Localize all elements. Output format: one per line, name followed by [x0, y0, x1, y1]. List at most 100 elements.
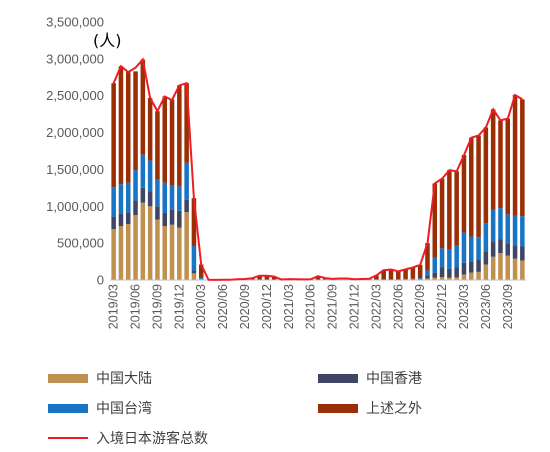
- legend-item: 中国台湾: [48, 400, 152, 417]
- bar-segment: [520, 260, 525, 280]
- y-tick-label: 3,000,000: [46, 51, 104, 66]
- bar-segment: [111, 83, 116, 188]
- x-tick-label: 2021/12: [347, 284, 361, 329]
- bar-segment: [417, 278, 423, 280]
- legend-label: 中国大陆: [96, 371, 152, 387]
- x-tick-label: 2023/09: [501, 284, 515, 329]
- bar-segment: [454, 245, 459, 268]
- bar-segment: [125, 223, 131, 280]
- legend-swatch: [318, 404, 358, 413]
- bar-segment: [520, 216, 525, 247]
- bar-segment: [476, 135, 481, 238]
- bar-segment: [512, 94, 518, 216]
- bar-segment: [191, 273, 197, 280]
- y-tick-label: 1,500,000: [46, 162, 104, 177]
- bar-segment: [147, 97, 153, 161]
- bar-segment: [425, 275, 430, 279]
- bar-segment: [118, 226, 124, 280]
- bar-segment: [512, 258, 518, 280]
- bar-segment: [133, 170, 138, 201]
- bar-segment: [432, 257, 438, 273]
- bar-segment: [483, 264, 489, 280]
- bar-segment: [469, 137, 474, 237]
- bar-segment: [118, 213, 124, 227]
- bar-segment: [490, 109, 496, 210]
- bar-segment: [447, 268, 452, 278]
- bar-segment: [454, 267, 459, 278]
- bar-segment: [169, 209, 175, 225]
- bar-segment: [461, 262, 467, 275]
- bar-segment: [439, 277, 445, 280]
- bar-segment: [118, 184, 124, 214]
- y-tick-label: 2,000,000: [46, 125, 104, 140]
- bar-segment: [133, 215, 138, 280]
- bar-segment: [505, 118, 511, 215]
- bar-segment: [454, 171, 459, 246]
- bar-segment: [177, 227, 182, 280]
- y-axis: 0 500,000 1,000,000 1,500,000 2,000,000 2,500…: [46, 15, 104, 288]
- bar-segment: [512, 245, 518, 259]
- bar-segment: [425, 278, 430, 280]
- bar-segment: [169, 224, 175, 280]
- bar-segment: [520, 99, 525, 217]
- bar-segment: [439, 267, 445, 278]
- bar-segment: [125, 72, 131, 183]
- bar-segment: [198, 277, 204, 280]
- x-tick-label: 2019/06: [129, 284, 143, 329]
- x-tick-label: 2022/12: [435, 284, 449, 329]
- x-tick-label: 2021/06: [304, 284, 318, 329]
- y-tick-label: 2,500,000: [46, 88, 104, 103]
- bar-segment: [505, 214, 511, 244]
- bar-segment: [133, 71, 138, 171]
- x-tick-label: 2021/03: [282, 284, 296, 329]
- legend-swatch: [48, 404, 88, 413]
- bar-segment: [155, 111, 160, 180]
- bar-segment: [490, 209, 496, 243]
- legend-label: 上述之外: [366, 401, 422, 417]
- bar-segment: [432, 183, 438, 258]
- bar-segment: [162, 226, 167, 280]
- bar-segment: [155, 206, 160, 220]
- bar-segment: [417, 264, 423, 279]
- bar-segment: [410, 278, 416, 280]
- legend-item: 入境日本游客总数: [48, 430, 208, 447]
- bar-segment: [498, 208, 503, 240]
- bar-segment: [498, 120, 503, 209]
- bar-segment: [490, 256, 496, 280]
- bar-segment: [469, 272, 474, 280]
- bar-segment: [140, 202, 146, 280]
- bar-segment: [447, 170, 452, 250]
- y-tick-label: 500,000: [57, 236, 104, 251]
- x-tick-label: 2020/06: [216, 284, 230, 329]
- bar-segment: [447, 277, 452, 280]
- bar-segment: [184, 212, 189, 280]
- bar-segment: [476, 237, 481, 260]
- x-tick-label: 2022/03: [369, 284, 383, 329]
- bar-segment: [191, 246, 197, 271]
- bar-segment: [125, 182, 131, 213]
- y-tick-label: 0: [97, 273, 104, 288]
- total-line: [112, 57, 523, 281]
- bar-segment: [147, 206, 153, 280]
- bar-segment: [476, 259, 481, 272]
- bar-segment: [147, 191, 153, 207]
- bar-segment: [184, 162, 189, 200]
- bar-segment: [461, 155, 467, 233]
- x-tick-label: 2023/03: [457, 284, 471, 329]
- bar-segment: [425, 243, 430, 271]
- x-tick-label: 2023/06: [479, 284, 493, 329]
- bar-segment: [133, 200, 138, 216]
- bar-segment: [512, 215, 518, 246]
- bar-segment: [271, 276, 277, 280]
- x-tick-label: 2020/09: [238, 284, 252, 329]
- x-axis: 2019/03 2019/06 2019/09 2019/12 2020/03 2020/…: [107, 284, 515, 329]
- bar-segment: [483, 223, 489, 252]
- legend-swatch: [48, 374, 88, 383]
- bar-segment: [520, 246, 525, 261]
- bar-segment: [483, 251, 489, 265]
- bar-segment: [140, 154, 146, 188]
- bar-segment: [155, 219, 160, 280]
- bar-segment: [315, 276, 321, 280]
- x-tick-label: 2020/12: [260, 284, 274, 329]
